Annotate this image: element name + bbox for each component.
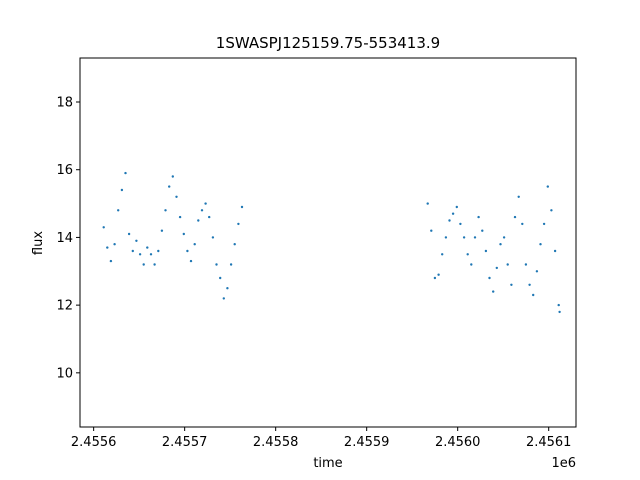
data-point (113, 243, 116, 246)
data-point (521, 222, 524, 226)
data-point (127, 232, 131, 236)
data-point (499, 243, 502, 246)
data-point (186, 249, 189, 253)
data-point (171, 175, 174, 178)
data-point (466, 253, 469, 256)
y-axis-ticks: 10 12 14 16 18 (56, 96, 80, 381)
x-tick-label: 2.4561 (526, 435, 572, 450)
data-point (233, 243, 236, 246)
y-tick-label: 10 (56, 366, 73, 381)
x-axis-offset-label: 1e6 (551, 456, 576, 471)
data-point (204, 202, 207, 205)
data-point (473, 236, 477, 239)
data-point (495, 266, 498, 270)
data-point (211, 236, 215, 239)
data-point (528, 283, 531, 286)
data-point (492, 290, 495, 293)
data-point (146, 246, 149, 249)
data-point (506, 263, 509, 266)
data-point (135, 239, 138, 242)
data-point (124, 171, 127, 175)
data-point (539, 243, 542, 246)
data-point (106, 246, 109, 249)
x-tick-label: 2.4559 (344, 435, 390, 450)
data-point (426, 202, 429, 205)
data-point (237, 222, 240, 226)
data-point (484, 249, 488, 253)
data-point (178, 215, 182, 219)
data-point (102, 226, 105, 229)
data-point (546, 185, 549, 188)
data-point (153, 263, 156, 266)
x-tick-label: 2.4556 (71, 435, 117, 450)
data-point (557, 303, 560, 307)
data-points (102, 171, 561, 314)
data-point (459, 222, 462, 226)
data-point (164, 209, 167, 212)
y-tick-label: 16 (56, 163, 73, 178)
data-point (200, 209, 204, 212)
data-point (208, 215, 211, 219)
data-point (182, 232, 185, 236)
data-point (535, 270, 539, 273)
data-point (175, 195, 178, 198)
data-point (517, 195, 520, 198)
data-point (138, 253, 142, 256)
x-tick-label: 2.4560 (435, 435, 481, 450)
data-point (481, 229, 484, 232)
data-point (451, 212, 455, 215)
data-point (488, 276, 491, 280)
data-point (433, 276, 437, 280)
data-point (240, 205, 244, 209)
data-point (142, 263, 145, 266)
data-point (462, 236, 466, 239)
data-point (197, 219, 200, 222)
x-tick-label: 2.4557 (162, 435, 208, 450)
data-point (455, 205, 458, 209)
data-point (117, 209, 120, 212)
y-tick-label: 14 (56, 231, 73, 246)
data-point (550, 209, 553, 212)
data-point (222, 297, 225, 300)
data-point (558, 310, 561, 314)
data-point (430, 229, 433, 232)
data-point (219, 276, 222, 280)
y-axis-label: flux (31, 231, 46, 255)
data-point (448, 219, 451, 222)
data-point (168, 185, 171, 188)
data-point (502, 236, 506, 239)
data-point (189, 259, 193, 263)
data-point (437, 273, 440, 276)
data-point (510, 283, 513, 286)
x-tick-label: 2.4558 (253, 435, 299, 450)
data-point (513, 215, 517, 219)
x-axis-ticks: 2.4556 2.4557 2.4558 2.4559 2.4560 2.4561 (71, 427, 572, 450)
data-point (226, 287, 229, 290)
y-tick-label: 12 (56, 299, 73, 314)
data-point (215, 263, 218, 266)
y-tick-label: 18 (56, 96, 73, 111)
data-point (477, 215, 480, 219)
chart-title: 1SWASPJ125159.75-553413.9 (216, 34, 440, 52)
data-point (441, 253, 444, 256)
data-point (553, 249, 557, 253)
data-point (524, 263, 528, 266)
data-point (532, 293, 535, 297)
data-point (542, 222, 546, 226)
data-point (160, 229, 164, 232)
x-axis-label: time (313, 456, 342, 471)
plot-frame (79, 57, 577, 428)
data-point (131, 249, 134, 253)
data-point (229, 263, 233, 266)
data-point (444, 236, 448, 239)
data-point (193, 243, 196, 246)
data-point (149, 253, 153, 256)
data-point (157, 249, 160, 253)
data-point (470, 263, 473, 266)
data-point (109, 259, 113, 263)
data-point (120, 188, 124, 192)
